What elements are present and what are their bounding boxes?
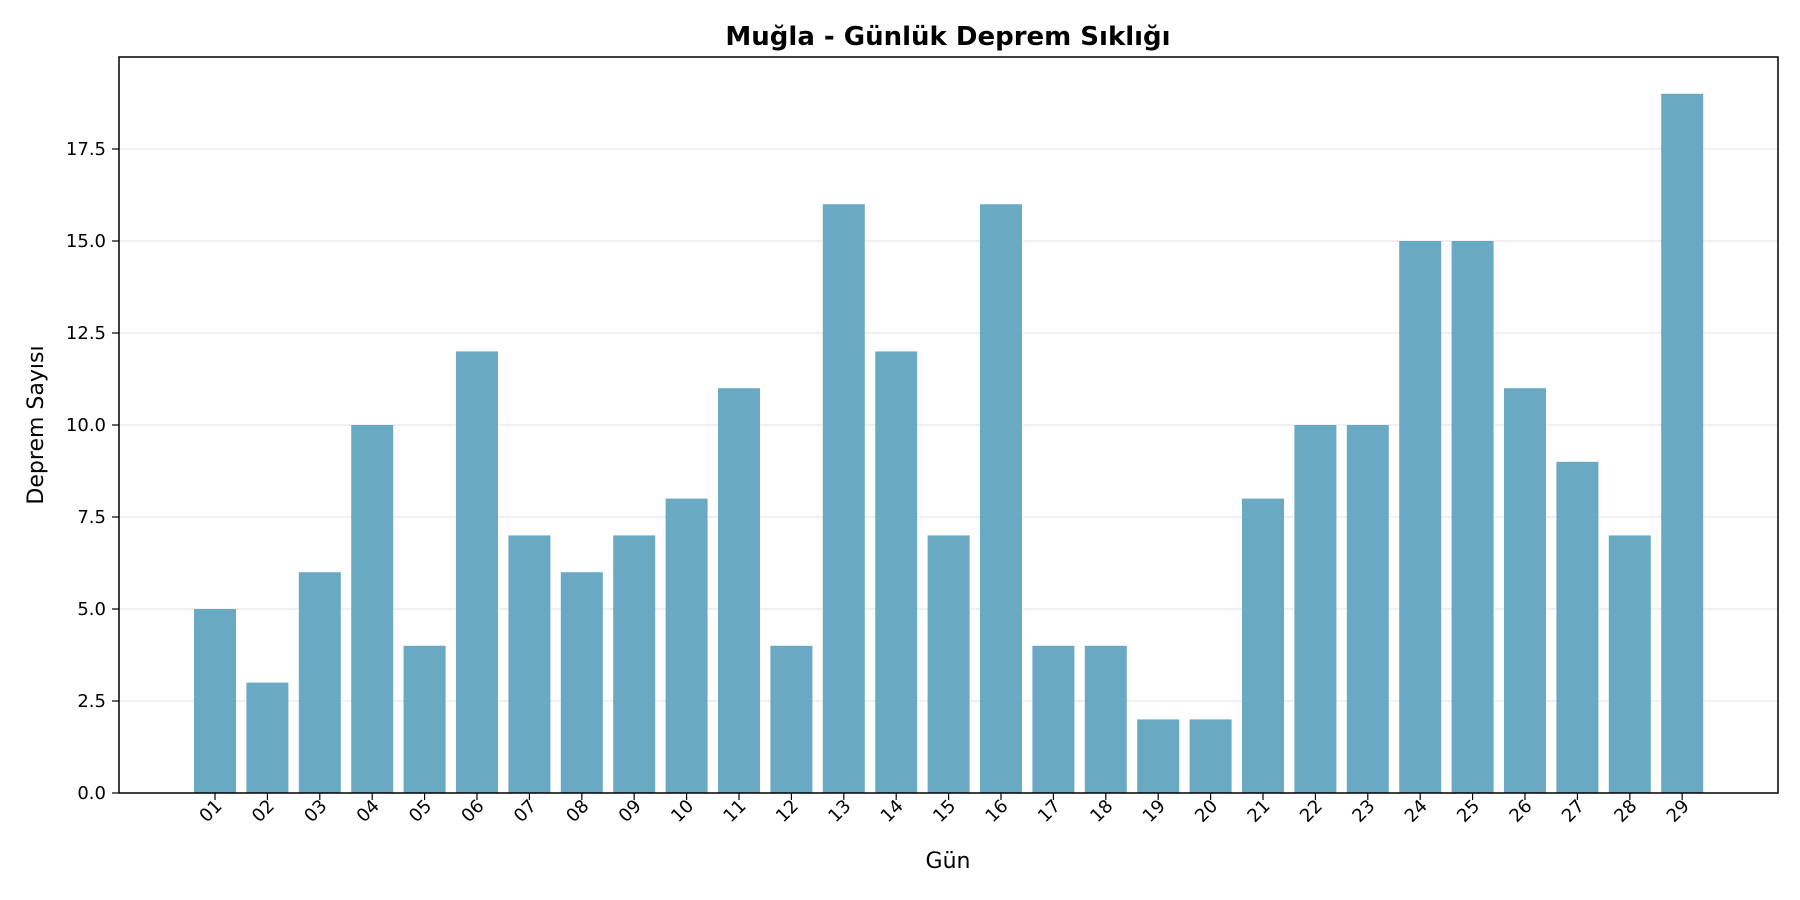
bar-15 bbox=[927, 535, 970, 793]
bar-24 bbox=[1399, 241, 1442, 793]
y-axis-ticks: 0.0 2.5 5.0 7.5 10.0 12.5 15.0 17.5 bbox=[66, 139, 119, 804]
x-tick-label: 11 bbox=[719, 796, 750, 827]
x-tick-label: 01 bbox=[195, 796, 226, 827]
bar-02 bbox=[246, 682, 289, 793]
bar-21 bbox=[1242, 498, 1284, 793]
x-tick-label: 23 bbox=[1348, 796, 1379, 827]
bar-22 bbox=[1294, 425, 1337, 793]
bar-09 bbox=[613, 535, 656, 793]
bar-13 bbox=[822, 204, 865, 793]
bar-20 bbox=[1189, 719, 1232, 793]
x-axis-label: Gün bbox=[926, 849, 971, 874]
gridlines bbox=[119, 148, 1778, 702]
bar-11 bbox=[718, 388, 760, 793]
x-tick-label: 17 bbox=[1034, 796, 1065, 827]
x-tick-label: 04 bbox=[353, 796, 384, 827]
bar-19 bbox=[1137, 719, 1180, 793]
bar-23 bbox=[1346, 425, 1389, 793]
x-tick-label: 21 bbox=[1243, 796, 1274, 827]
bar-17 bbox=[1032, 645, 1075, 793]
x-tick-label: 13 bbox=[824, 796, 855, 827]
x-tick-label: 19 bbox=[1139, 796, 1170, 827]
x-tick-label: 18 bbox=[1086, 796, 1117, 827]
bar-06 bbox=[456, 351, 498, 793]
x-tick-label: 07 bbox=[510, 796, 541, 827]
bar-16 bbox=[980, 204, 1022, 793]
x-tick-label: 29 bbox=[1663, 796, 1694, 827]
y-tick-label: 7.5 bbox=[77, 507, 106, 528]
x-tick-label: 27 bbox=[1558, 796, 1589, 827]
bars bbox=[194, 93, 1704, 794]
bar-01 bbox=[194, 609, 236, 793]
x-tick-label: 09 bbox=[615, 796, 646, 827]
x-tick-label: 06 bbox=[457, 796, 488, 827]
x-tick-label: 10 bbox=[667, 796, 698, 827]
bar-05 bbox=[403, 645, 446, 793]
y-axis-label: Deprem Sayısı bbox=[24, 345, 49, 504]
bar-07 bbox=[508, 535, 551, 793]
bar-03 bbox=[298, 572, 341, 793]
bar-26 bbox=[1504, 388, 1546, 793]
x-tick-label: 14 bbox=[877, 796, 908, 827]
bar-10 bbox=[665, 498, 708, 793]
x-tick-label: 03 bbox=[300, 796, 331, 827]
bar-18 bbox=[1084, 645, 1127, 793]
bar-04 bbox=[351, 425, 394, 793]
y-tick-label: 10.0 bbox=[66, 415, 106, 436]
bar-08 bbox=[560, 572, 603, 793]
x-tick-label: 15 bbox=[929, 796, 960, 827]
x-tick-label: 22 bbox=[1296, 796, 1327, 827]
chart-title: Muğla - Günlük Deprem Sıklığı bbox=[725, 22, 1170, 52]
bar-25 bbox=[1451, 241, 1494, 793]
x-tick-label: 02 bbox=[248, 796, 279, 827]
x-tick-label: 28 bbox=[1610, 796, 1641, 827]
y-tick-label: 15.0 bbox=[66, 231, 106, 252]
y-tick-label: 0.0 bbox=[77, 783, 106, 804]
bar-12 bbox=[770, 645, 813, 793]
y-tick-label: 12.5 bbox=[66, 323, 106, 344]
y-tick-label: 17.5 bbox=[66, 139, 106, 160]
x-tick-label: 05 bbox=[405, 796, 436, 827]
x-axis-ticks: 01 02 03 04 05 06 07 08 09 10 11 12 13 14 15 16 17 18 19 20… bbox=[195, 793, 1694, 827]
bar-14 bbox=[875, 351, 918, 793]
y-tick-label: 2.5 bbox=[77, 691, 106, 712]
x-tick-label: 20 bbox=[1191, 796, 1222, 827]
x-tick-label: 24 bbox=[1401, 796, 1432, 827]
x-tick-label: 08 bbox=[562, 796, 593, 827]
x-tick-label: 16 bbox=[981, 796, 1012, 827]
bar-27 bbox=[1556, 461, 1599, 793]
bar-28 bbox=[1608, 535, 1651, 793]
x-tick-label: 25 bbox=[1453, 796, 1484, 827]
x-tick-label: 12 bbox=[772, 796, 803, 827]
x-tick-label: 26 bbox=[1505, 796, 1536, 827]
y-tick-label: 5.0 bbox=[77, 599, 106, 620]
bar-29 bbox=[1661, 93, 1704, 794]
